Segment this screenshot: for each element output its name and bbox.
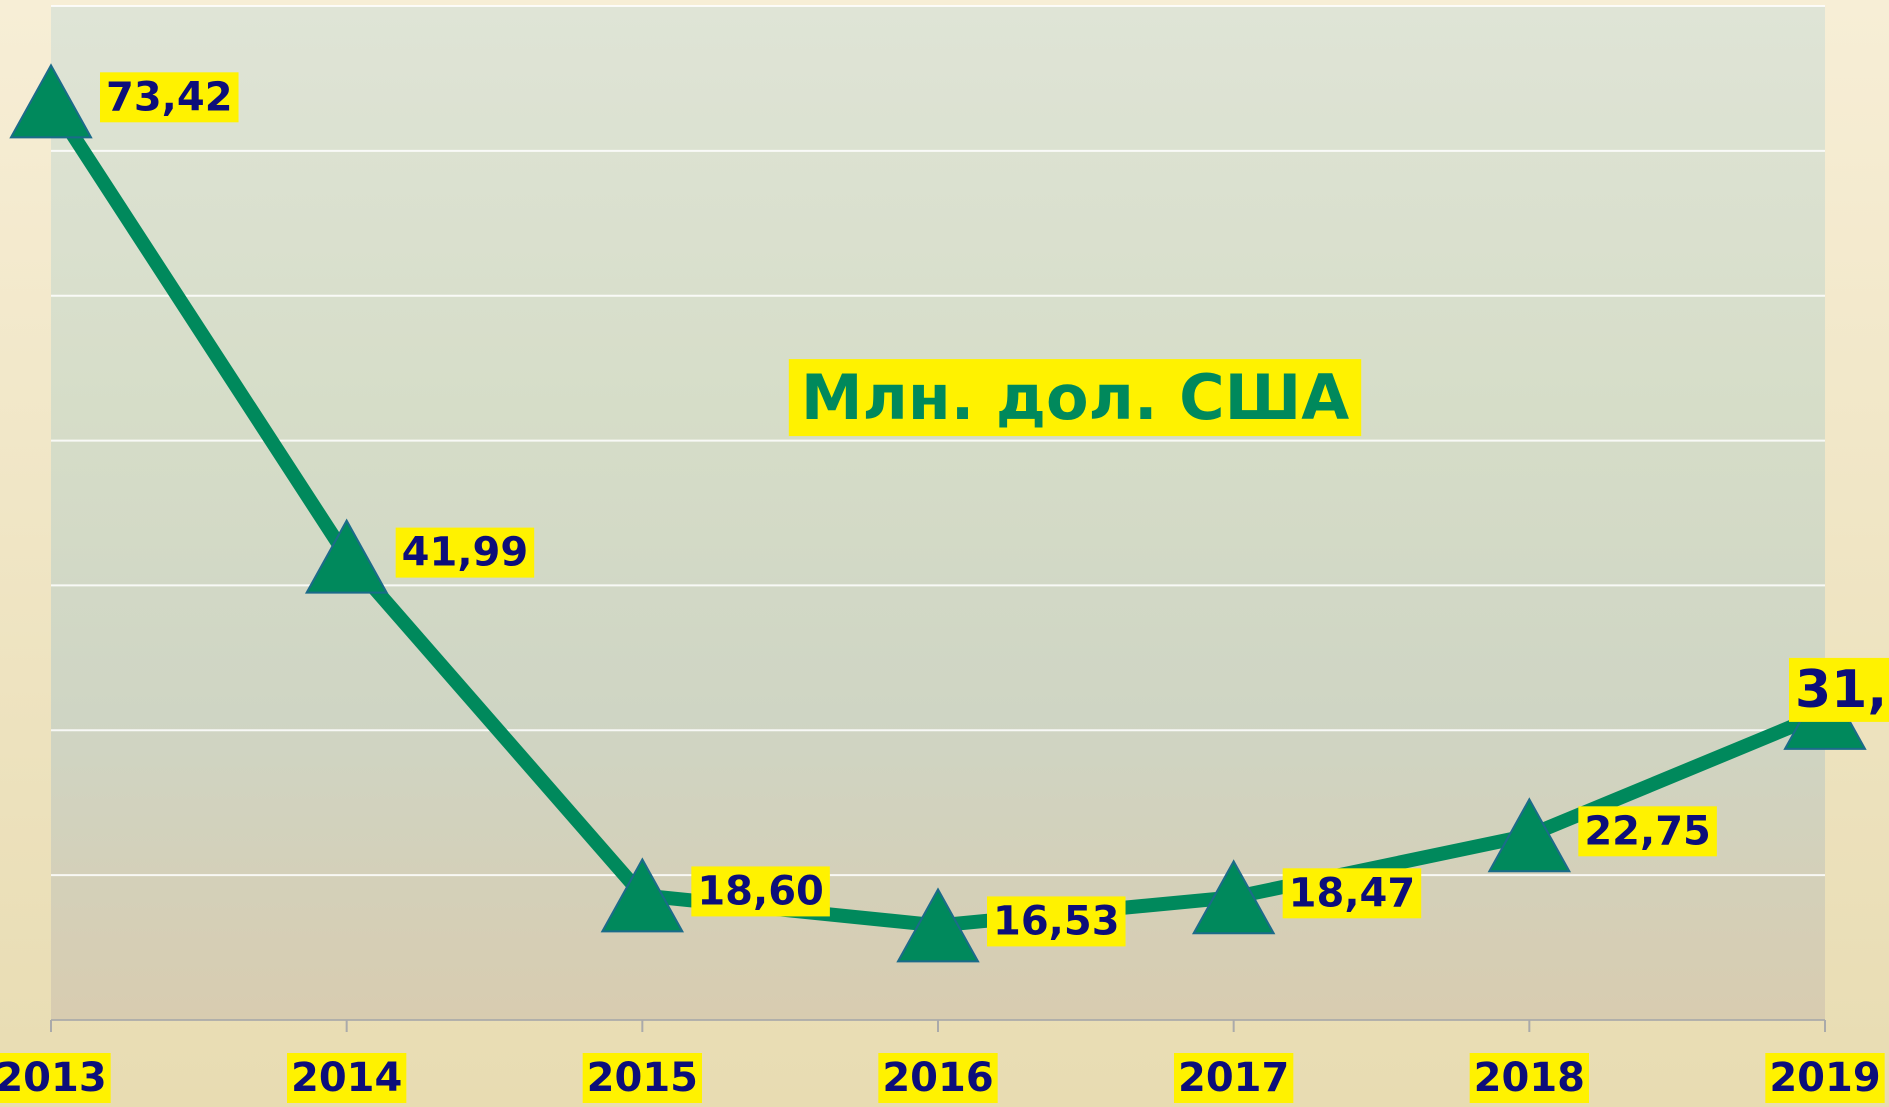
x-tick-label: 2019 [1769,1055,1880,1101]
data-label: 18,47 [1289,870,1416,916]
x-tick-label: 2015 [587,1055,698,1101]
x-tick-label: 2013 [0,1055,107,1101]
x-tick-label: 2016 [882,1055,993,1101]
page: 2013 2014 2015 2016 2017 2018 2019 73,42 41,99 18… [0,0,1889,1107]
chart-title: Млн. дол. США [801,361,1349,434]
x-tick-label: 2017 [1178,1055,1289,1101]
data-label: 73,42 [106,74,233,120]
data-label: 22,75 [1584,808,1711,854]
data-label: 16,53 [993,898,1120,944]
x-tick-label: 2014 [291,1055,402,1101]
data-label: 18,60 [697,868,824,914]
data-label: 31,2 [1795,660,1889,720]
x-tick-label: 2018 [1474,1055,1585,1101]
chart: 2013 2014 2015 2016 2017 2018 2019 73,42 41,99 18… [0,0,1889,1107]
data-label: 41,99 [402,530,529,576]
